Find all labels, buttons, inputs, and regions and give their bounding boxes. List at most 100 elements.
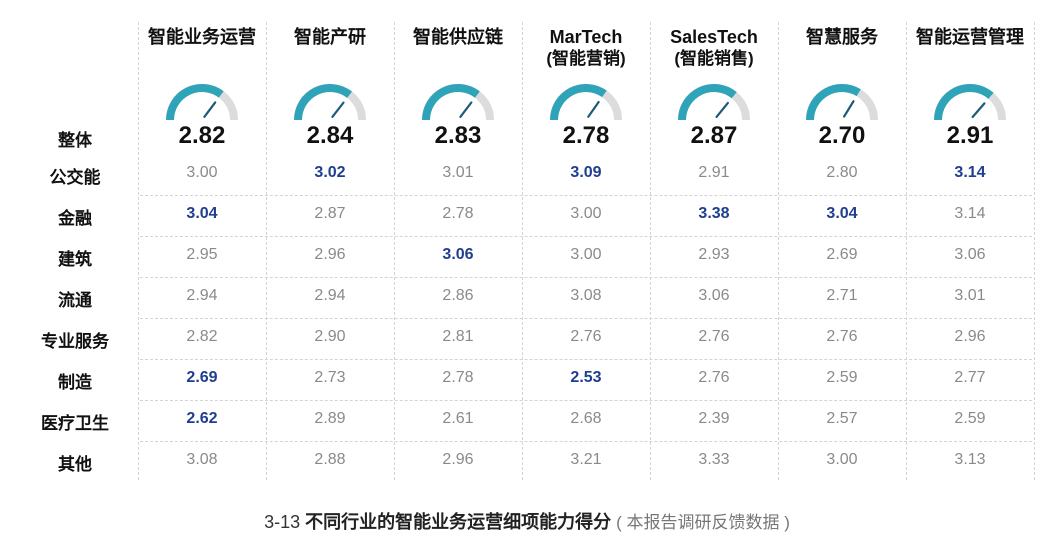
column-separator xyxy=(906,22,907,480)
column-header-name: SalesTech xyxy=(670,27,758,47)
column-header-subtitle: (智能营销) xyxy=(546,49,626,68)
table-cell: 3.06 xyxy=(442,246,474,263)
table-cell: 2.78 xyxy=(442,205,474,222)
table-cell: 3.00 xyxy=(570,246,602,263)
row-separator xyxy=(140,318,1032,319)
row-label: 医疗卫生 xyxy=(41,414,109,433)
row-label: 制造 xyxy=(58,373,92,392)
gauge-needle xyxy=(715,101,729,118)
table-cell: 3.01 xyxy=(442,164,474,181)
table-cell: 2.90 xyxy=(314,328,346,345)
gauge-needle xyxy=(459,101,473,118)
row-separator xyxy=(140,277,1032,278)
gauge-needle xyxy=(842,100,855,118)
gauge-icon xyxy=(294,84,366,121)
overall-score: 2.84 xyxy=(306,122,354,149)
gauge-icon xyxy=(166,84,238,121)
gauge-fill xyxy=(806,84,861,121)
table-cell: 3.13 xyxy=(954,451,986,468)
column-header-name: MarTech xyxy=(549,27,623,47)
table-cell: 2.69 xyxy=(186,369,218,386)
row-label-overall: 整体 xyxy=(58,131,92,150)
table-cell: 2.76 xyxy=(826,328,858,345)
column-separator xyxy=(394,22,395,480)
table-cell: 2.78 xyxy=(442,369,474,386)
column-header-name: 智能供应链 xyxy=(413,27,503,47)
table-cell: 2.76 xyxy=(698,328,730,345)
column-separator xyxy=(138,22,139,480)
table-cell: 3.04 xyxy=(186,205,218,222)
gauge-icon xyxy=(422,84,494,121)
column-separator xyxy=(650,22,651,480)
column-header-name: 智能产研 xyxy=(294,27,366,47)
overall-score: 2.91 xyxy=(946,122,994,149)
row-separator xyxy=(140,400,1032,401)
table-cell: 3.04 xyxy=(826,205,858,222)
table-cell: 2.94 xyxy=(314,287,346,304)
column-header: 智慧服务 xyxy=(778,26,906,48)
caption-source: ( 本报告调研反馈数据 ) xyxy=(616,513,790,532)
gauge-fill xyxy=(678,84,737,121)
table-cell: 3.14 xyxy=(954,205,986,222)
column-header-name: 智能运营管理 xyxy=(916,27,1024,47)
table-cell: 2.39 xyxy=(698,410,730,427)
overall-score: 2.87 xyxy=(690,122,738,149)
figure-caption: 3-13 不同行业的智能业务运营细项能力得分 ( 本报告调研反馈数据 ) xyxy=(0,508,1054,534)
row-label: 金融 xyxy=(58,209,92,228)
row-separator xyxy=(140,359,1032,360)
column-separator xyxy=(778,22,779,480)
table-cell: 2.71 xyxy=(826,287,858,304)
table-cell: 3.09 xyxy=(570,164,602,181)
column-header: SalesTech (智能销售) xyxy=(650,26,778,70)
table-cell: 2.69 xyxy=(826,246,858,263)
overall-score: 2.82 xyxy=(178,122,226,149)
table-cell: 2.96 xyxy=(314,246,346,263)
table-cell: 3.08 xyxy=(186,451,218,468)
row-separator xyxy=(140,441,1032,442)
row-separator xyxy=(140,236,1032,237)
table-cell: 3.38 xyxy=(698,205,730,222)
table-cell: 2.59 xyxy=(954,410,986,427)
column-header: MarTech (智能营销) xyxy=(522,26,650,70)
overall-score: 2.83 xyxy=(434,122,482,149)
column-separator xyxy=(1034,22,1035,480)
table-cell: 2.86 xyxy=(442,287,474,304)
gauge-needle xyxy=(331,101,345,118)
table-cell: 2.88 xyxy=(314,451,346,468)
column-header-name: 智能业务运营 xyxy=(148,27,256,47)
row-label: 流通 xyxy=(58,291,92,310)
score-table: 智能业务运营 智能产研 智能供应链 MarTech (智能营销) SalesTech (智能… xyxy=(41,22,1035,480)
gauge-needle xyxy=(971,102,986,119)
table-cell: 2.96 xyxy=(954,328,986,345)
column-header: 智能供应链 xyxy=(394,26,522,48)
gauge-icon xyxy=(678,84,750,121)
table-cell: 3.06 xyxy=(698,287,730,304)
table-cell: 3.00 xyxy=(570,205,602,222)
table-cell: 3.00 xyxy=(826,451,858,468)
gauge-icon xyxy=(806,84,878,121)
table-cell: 3.33 xyxy=(698,451,730,468)
table-cell: 2.53 xyxy=(570,369,602,386)
gauge-fill xyxy=(550,84,607,121)
column-header-subtitle: (智能销售) xyxy=(674,49,754,68)
table-cell: 2.59 xyxy=(826,369,858,386)
table-cell: 2.96 xyxy=(442,451,474,468)
table-cell: 2.57 xyxy=(826,410,858,427)
table-cell: 2.82 xyxy=(186,328,218,345)
gauge-needle xyxy=(587,100,600,118)
caption-title: 不同行业的智能业务运营细项能力得分 xyxy=(305,512,612,532)
table-cell: 2.89 xyxy=(314,410,346,427)
table-cell: 2.80 xyxy=(826,164,858,181)
gauge-fill xyxy=(422,84,480,121)
gauge-fill xyxy=(166,84,224,121)
table-cell: 3.01 xyxy=(954,287,986,304)
row-label: 专业服务 xyxy=(41,332,109,351)
table-cell: 3.00 xyxy=(186,164,218,181)
table-cell: 2.94 xyxy=(186,287,218,304)
table-cell: 3.14 xyxy=(954,164,986,181)
table-cell: 2.87 xyxy=(314,205,346,222)
column-header: 智能产研 xyxy=(266,26,394,48)
table-cell: 3.08 xyxy=(570,287,602,304)
column-header: 智能业务运营 xyxy=(138,26,266,48)
table-cell: 2.61 xyxy=(442,410,474,427)
